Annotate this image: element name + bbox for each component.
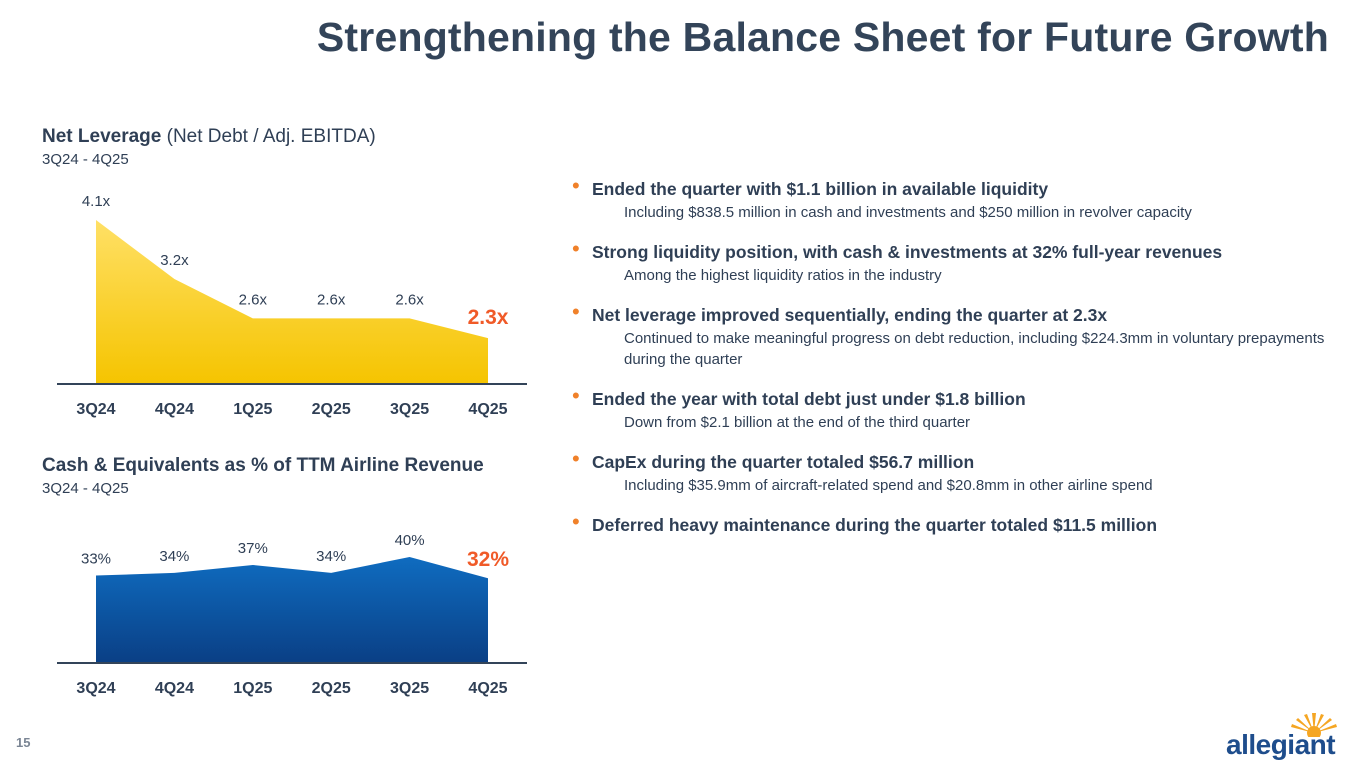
data-label: 32% [467,548,509,571]
cash-ratio-header: Cash & Equivalents as % of TTM Airline R… [42,455,484,497]
net-leverage-chart: 4.1x 3.2x 2.6x 2.6x 2.6x 2.3x 3Q24 4Q24 1Q25 2Q25… [57,193,527,418]
bullet-dot-icon: • [572,236,580,261]
bullet-heading: CapEx during the quarter totaled $56.7 m… [592,452,975,472]
bullet-heading: Net leverage improved sequentially, endi… [592,305,1108,325]
x-tick-label: 2Q25 [312,680,351,697]
x-tick-label: 4Q25 [468,680,507,697]
bullet-heading: Ended the year with total debt just unde… [592,389,1026,409]
bullet-detail: Including $838.5 million in cash and inv… [624,204,1192,221]
x-tick-label: 3Q25 [390,680,429,697]
list-item: • CapEx during the quarter totaled $56.7… [572,446,1342,496]
logo-wordmark: allegiant [1226,729,1336,760]
bullet-heading: Strong liquidity position, with cash & i… [592,242,1223,262]
data-label: 2.6x [317,291,346,308]
x-tick-label: 3Q25 [390,401,429,418]
data-label: 34% [316,548,346,565]
chart-subtitle: 3Q24 - 4Q25 [42,480,129,497]
data-label: 2.3x [468,306,509,329]
list-item: • Net leverage improved sequentially, en… [572,299,1342,370]
key-points-list: • Ended the quarter with $1.1 billion in… [572,173,1342,554]
data-label: 40% [395,532,425,549]
data-label: 2.6x [395,291,424,308]
chart-title-suffix: (Net Debt / Adj. EBITDA) [161,126,376,147]
page-number: 15 [16,735,31,750]
x-tick-label: 2Q25 [312,401,351,418]
x-tick-label: 3Q24 [76,680,115,697]
bullet-detail: Among the highest liquidity ratios in th… [624,267,942,284]
data-label: 2.6x [239,291,268,308]
cash-ratio-chart: 33% 34% 37% 34% 40% 32% 3Q24 4Q24 1Q25 2Q25 3Q25 4Q… [57,532,527,697]
chart-title: Cash & Equivalents as % of TTM Airline R… [42,455,484,476]
bullet-dot-icon: • [572,299,580,324]
bullet-dot-icon: • [572,173,580,198]
chart-subtitle: 3Q24 - 4Q25 [42,151,129,168]
bullet-heading: Ended the quarter with $1.1 billion in a… [592,179,1049,199]
data-label: 3.2x [160,252,189,269]
x-tick-label: 4Q24 [155,680,194,697]
data-label: 34% [159,548,189,565]
list-item: • Ended the year with total debt just un… [572,383,1342,433]
x-tick-label: 4Q25 [468,401,507,418]
list-item: • Deferred heavy maintenance during the … [572,509,1342,536]
x-tick-label: 1Q25 [233,401,272,418]
data-label: 33% [81,551,111,568]
data-label: 37% [238,540,268,557]
page-title: Strengthening the Balance Sheet for Futu… [316,14,1329,60]
net-leverage-header: Net Leverage (Net Debt / Adj. EBITDA) 3Q… [42,126,376,168]
sun-icon [1291,713,1337,737]
list-item: • Ended the quarter with $1.1 billion in… [572,173,1342,223]
bullet-heading: Deferred heavy maintenance during the qu… [592,515,1158,535]
bullet-dot-icon: • [572,509,580,534]
x-tick-label: 3Q24 [76,401,115,418]
bullet-detail: Continued to make meaningful progress on… [624,330,1325,368]
list-item: • Strong liquidity position, with cash &… [572,236,1342,286]
x-tick-label: 4Q24 [155,401,194,418]
bullet-detail: Down from $2.1 billion at the end of the… [624,414,971,431]
series-area [96,557,488,663]
bullet-detail: Including $35.9mm of aircraft-related sp… [624,477,1153,494]
allegiant-logo: allegiant [1226,711,1348,761]
series-area [96,220,488,384]
x-tick-label: 1Q25 [233,680,272,697]
bullet-dot-icon: • [572,383,580,408]
chart-title: Net Leverage [42,126,162,147]
data-label: 4.1x [82,193,111,210]
bullet-dot-icon: • [572,446,580,471]
